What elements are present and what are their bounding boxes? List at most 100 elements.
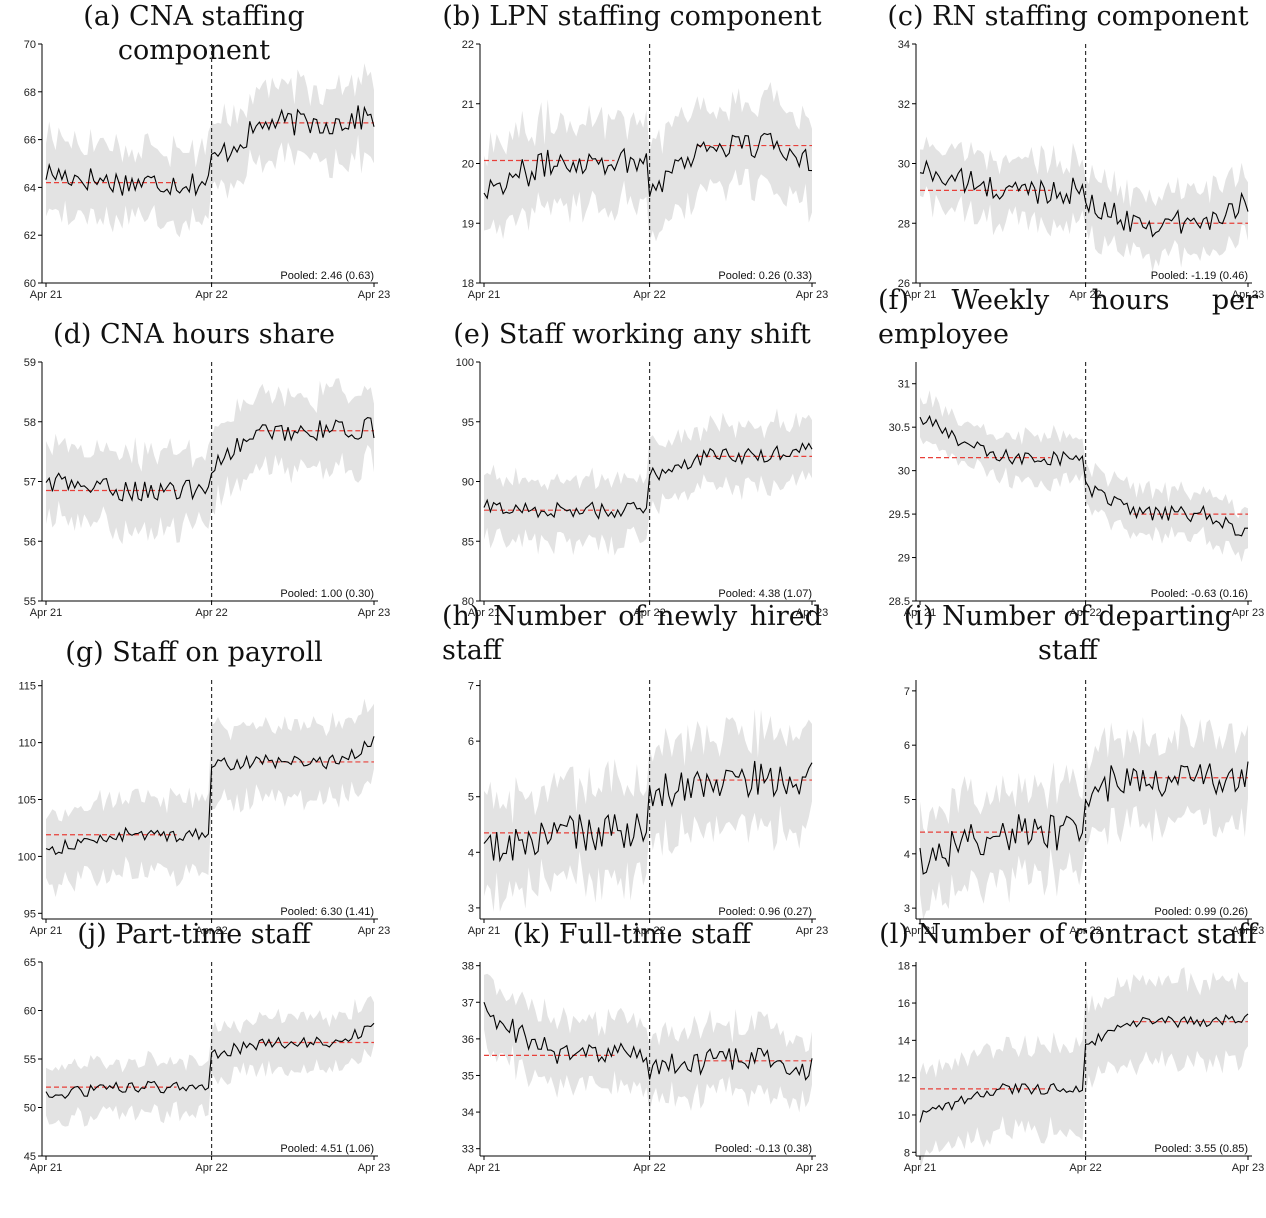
panel-e: (e) Staff working any shift 80 85 90 95 100 A… (442, 318, 829, 619)
y-tick-label: 68 (24, 87, 36, 99)
y-tick-label: 50 (24, 1103, 36, 1115)
series-line (45, 417, 375, 502)
series-line (45, 105, 375, 197)
confidence-band (484, 973, 812, 1113)
panel-title: (i) Number of departing staff (903, 601, 1233, 666)
y-tick-label: 38 (462, 961, 474, 973)
y-tick-label: 95 (462, 417, 474, 429)
y-tick-label: 60 (24, 278, 36, 290)
panel-g: (g) Staff on payroll 95 100 105 110 115 Apr 2… (4, 636, 391, 937)
y-tick-label: 105 (18, 795, 36, 807)
y-tick-label: 110 (18, 738, 36, 750)
y-tick-label: 31 (898, 379, 910, 391)
y-tick-label: 100 (456, 357, 474, 369)
series-line (45, 736, 375, 856)
x-tick-label: Apr 22 (195, 289, 227, 301)
x-tick-label: Apr 21 (468, 925, 500, 937)
y-tick-label: 7 (904, 686, 910, 698)
panel-j: (j) Part-time staff 45 50 55 60 65 Apr 21 Apr … (4, 918, 390, 1218)
series-line (919, 1013, 1249, 1123)
x-tick-label: Apr 23 (1232, 1162, 1264, 1174)
x-tick-label: Apr 21 (904, 289, 936, 301)
y-tick-label: 70 (24, 39, 36, 51)
series-line (919, 159, 1249, 238)
x-tick-label: Apr 23 (358, 607, 390, 619)
y-tick-label: 33 (462, 1144, 474, 1156)
confidence-band (484, 408, 812, 556)
chart-f: 28.5 29 29.5 30 30.5 31 Apr 21 Apr 22 Apr 23 Pool… (889, 362, 1264, 619)
y-tick-label: 4 (904, 849, 910, 861)
x-tick-label: Apr 22 (633, 925, 665, 937)
panel-title: (a) CNA staffing component (83, 1, 305, 66)
x-tick-label: Apr 23 (1232, 607, 1264, 619)
confidence-band (484, 82, 812, 242)
y-tick-label: 5 (468, 792, 474, 804)
y-tick-label: 26 (898, 278, 910, 290)
chart-k: 33 34 35 36 37 38 Apr 21 Apr 22 Apr 23 Pooled: -0… (462, 961, 828, 1174)
panel-title: (c) RN staffing component (887, 1, 1249, 32)
x-tick-label: Apr 22 (1069, 607, 1101, 619)
y-tick-label: 37 (462, 997, 474, 1009)
y-tick-label: 6 (904, 740, 910, 752)
series-line (483, 132, 813, 200)
chart-g: 95 100 105 110 115 Apr 21 Apr 22 Apr 23 Pooled: … (18, 680, 390, 937)
chart-e: 80 85 90 95 100 Apr 21 Apr 22 Apr 23 Pooled: 4.3… (456, 357, 829, 619)
x-tick-label: Apr 22 (633, 1162, 665, 1174)
y-tick-label: 62 (24, 230, 36, 242)
x-tick-label: Apr 21 (468, 607, 500, 619)
x-tick-label: Apr 21 (468, 289, 500, 301)
pooled-estimate: Pooled: -1.19 (0.46) (1151, 270, 1248, 282)
y-tick-label: 6 (468, 736, 474, 748)
chart-i: 3 4 5 6 7 Apr 21 Apr 22 Apr 23 Pooled: 0.99 (0.2… (904, 680, 1264, 937)
x-tick-label: Apr 21 (30, 289, 62, 301)
y-tick-label: 58 (24, 417, 36, 429)
x-tick-label: Apr 22 (195, 1162, 227, 1174)
x-tick-label: Apr 22 (633, 289, 665, 301)
pooled-estimate: Pooled: 6.30 (1.41) (280, 906, 374, 918)
panel-l: (l) Number of contract staff 8 10 12 14 16 18… (878, 918, 1264, 1218)
x-tick-label: Apr 23 (1232, 925, 1264, 937)
y-tick-label: 65 (24, 957, 36, 969)
y-tick-label: 100 (18, 851, 36, 863)
x-tick-label: Apr 23 (796, 607, 828, 619)
x-tick-label: Apr 21 (30, 607, 62, 619)
panel-title: (j) Part-time staff (77, 919, 311, 950)
y-tick-label: 59 (24, 357, 36, 369)
pooled-estimate: Pooled: 4.51 (1.06) (280, 1143, 374, 1155)
y-tick-label: 60 (24, 1006, 36, 1018)
panel-b: (b) LPN staffing component 18 19 20 21 22 Apr… (442, 0, 828, 301)
x-tick-label: Apr 23 (796, 925, 828, 937)
chart-d: 55 56 57 58 59 Apr 21 Apr 22 Apr 23 Pooled: 1.00… (24, 357, 390, 619)
y-tick-label: 18 (462, 278, 474, 290)
x-tick-label: Apr 22 (195, 607, 227, 619)
y-tick-label: 45 (24, 1151, 36, 1163)
y-tick-label: 80 (462, 596, 474, 608)
x-tick-label: Apr 21 (904, 607, 936, 619)
confidence-band (46, 63, 374, 238)
y-tick-label: 115 (18, 681, 36, 693)
panel-d: (d) CNA hours share 55 56 57 58 59 Apr 21 Apr … (4, 318, 390, 619)
pooled-estimate: Pooled: -0.13 (0.38) (715, 1143, 812, 1155)
y-tick-label: 8 (904, 1147, 910, 1159)
x-tick-label: Apr 23 (358, 1162, 390, 1174)
y-tick-label: 30 (898, 466, 910, 478)
panel-a: (a) CNA staffing component 60 62 64 66 68 70 A… (4, 0, 390, 301)
x-tick-label: Apr 23 (358, 925, 390, 937)
confidence-band (46, 378, 374, 545)
y-tick-label: 22 (462, 39, 474, 51)
panel-c: (c) RN staffing component 26 28 30 32 34 Apr … (878, 0, 1264, 301)
panel-title: (b) LPN staffing component (442, 1, 822, 32)
pooled-estimate: Pooled: 3.55 (0.85) (1154, 1143, 1248, 1155)
x-tick-label: Apr 21 (904, 925, 936, 937)
y-tick-label: 7 (468, 681, 474, 693)
y-tick-label: 30 (898, 159, 910, 171)
y-tick-label: 57 (24, 477, 36, 489)
chart-l: 8 10 12 14 16 18 Apr 21 Apr 22 Apr 23 Pooled: 3.5… (898, 961, 1264, 1174)
series-line (919, 761, 1249, 875)
y-tick-label: 29.5 (889, 509, 910, 521)
y-tick-label: 90 (462, 477, 474, 489)
y-tick-label: 85 (462, 536, 474, 548)
y-tick-label: 36 (462, 1034, 474, 1046)
y-tick-label: 95 (24, 908, 36, 920)
x-tick-label: Apr 22 (633, 607, 665, 619)
